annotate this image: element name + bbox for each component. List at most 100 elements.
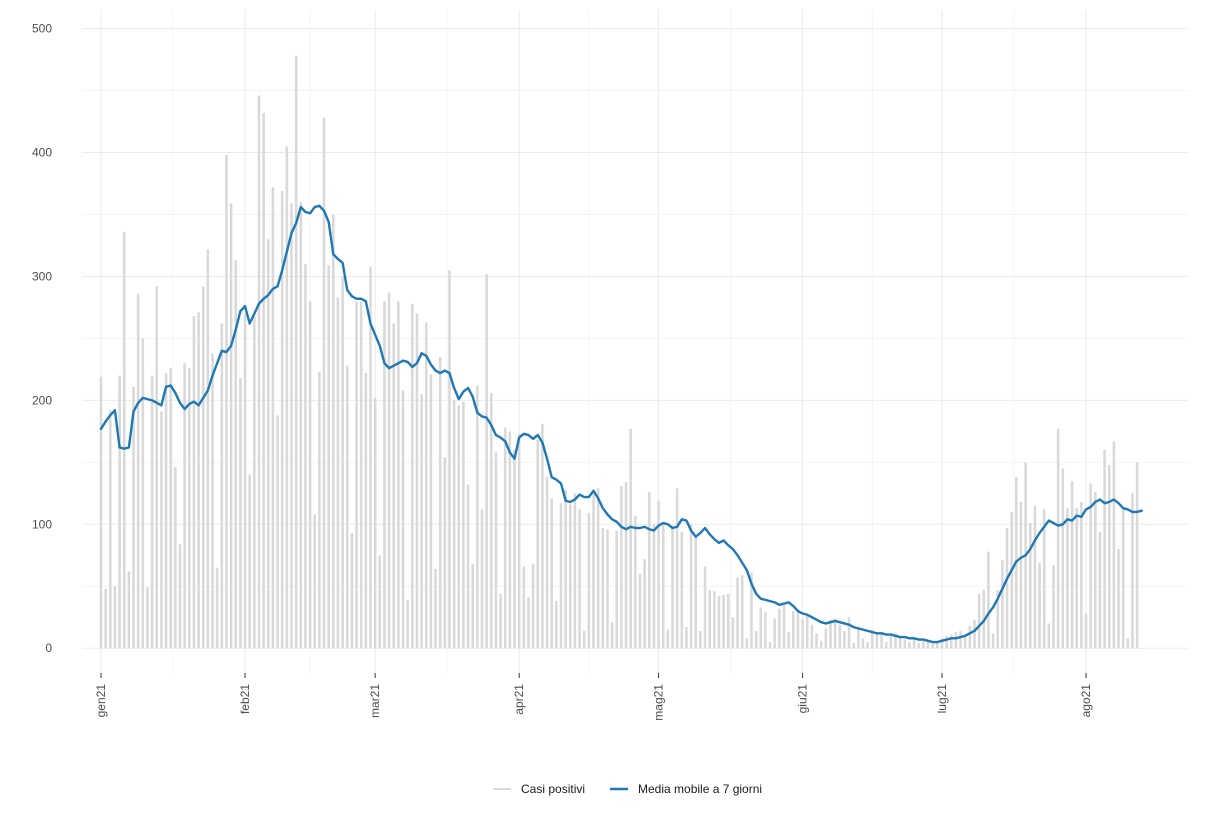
bar-casi-positivi <box>606 529 609 649</box>
bar-casi-positivi <box>629 428 632 649</box>
bar-casi-positivi <box>624 482 628 649</box>
bar-casi-positivi <box>722 594 725 649</box>
bar-casi-positivi <box>146 587 149 649</box>
x-axis: gen21 feb21 mar21 apr21 mag21 giu21 lug21 ago21 <box>94 673 1093 721</box>
bar-casi-positivi <box>601 528 605 649</box>
bar-casi-positivi <box>536 440 540 649</box>
bar-casi-positivi <box>1019 501 1023 649</box>
bar-casi-positivi <box>1121 509 1125 649</box>
bar-casi-positivi <box>174 467 177 649</box>
bar-casi-positivi <box>448 270 451 649</box>
bar-casi-positivi <box>555 601 558 649</box>
bar-casi-positivi <box>1131 493 1134 649</box>
y-tick-label: 500 <box>32 22 52 36</box>
bar-casi-positivi <box>355 301 358 649</box>
bar-casi-positivi <box>638 573 642 649</box>
bar-casi-positivi <box>796 609 800 649</box>
bar-casi-positivi <box>327 265 330 649</box>
bar-casi-positivi <box>685 627 688 649</box>
bar-casi-positivi <box>968 625 972 649</box>
bar-casi-positivi <box>861 638 865 649</box>
bar-casi-positivi <box>527 597 530 649</box>
bar-casi-positivi <box>201 286 205 649</box>
bar-casi-positivi <box>99 376 103 649</box>
bar-casi-positivi <box>531 563 535 649</box>
x-tick-label: lug21 <box>935 684 949 714</box>
bar-casi-positivi <box>494 452 498 649</box>
bar-casi-positivi <box>438 356 442 649</box>
bar-casi-positivi <box>680 531 684 649</box>
bar-casi-positivi <box>1028 523 1032 649</box>
bar-casi-positivi <box>420 394 423 649</box>
bar-casi-positivi <box>871 629 874 649</box>
bar-casi-positivi <box>262 112 265 649</box>
bar-casi-positivi <box>573 493 577 649</box>
bar-casi-positivi <box>954 632 958 649</box>
bar-casi-positivi <box>926 640 930 649</box>
bar-casi-positivi <box>647 492 651 649</box>
bar-casi-positivi <box>276 415 279 649</box>
bar-casi-positivi <box>299 202 303 649</box>
bar-casi-positivi <box>754 630 758 649</box>
bar-casi-positivi <box>1089 483 1092 649</box>
bar-casi-positivi <box>141 338 145 649</box>
bar-casi-positivi <box>271 187 275 649</box>
bar-casi-positivi <box>931 643 934 649</box>
bar-casi-positivi <box>912 637 916 649</box>
bar-casi-positivi <box>829 619 832 649</box>
bar-casi-positivi <box>392 323 395 649</box>
bar-casi-positivi <box>1126 638 1130 649</box>
bar-casi-positivi <box>908 642 911 649</box>
bar-casi-positivi <box>220 323 224 649</box>
x-tick-label: ago21 <box>1079 684 1093 718</box>
bar-casi-positivi <box>369 266 372 649</box>
bar-casi-positivi <box>411 303 414 649</box>
bar-casi-positivi <box>522 566 526 649</box>
bar-casi-positivi <box>833 618 837 649</box>
bar-casi-positivi <box>434 568 437 649</box>
bar-casi-positivi <box>1070 480 1074 649</box>
bar-casi-positivi <box>1052 565 1055 649</box>
bar-casi-positivi <box>634 515 637 649</box>
bar-casi-positivi <box>671 525 674 649</box>
bar-casi-positivi <box>253 316 256 649</box>
bar-casi-positivi <box>387 292 391 649</box>
bar-casi-positivi <box>452 400 456 649</box>
bar-casi-positivi <box>801 619 804 649</box>
bar-casi-positivi <box>694 536 698 649</box>
x-tick-label: feb21 <box>238 684 252 714</box>
bar-casi-positivi <box>1056 428 1060 649</box>
bar-casi-positivi <box>945 635 948 649</box>
bar-casi-positivi <box>1084 613 1088 649</box>
bar-casi-positivi <box>1112 441 1116 649</box>
x-tick-label: mar21 <box>368 684 382 718</box>
bar-casi-positivi <box>620 485 623 649</box>
bar-casi-positivi <box>750 572 753 649</box>
bar-casi-positivi <box>248 474 251 649</box>
bar-casi-positivi <box>898 637 902 649</box>
bar-casi-positivi <box>949 634 953 649</box>
bar-casi-positivi <box>708 589 711 649</box>
bar-casi-positivi <box>1080 501 1083 649</box>
bar-casi-positivi <box>880 632 883 649</box>
bar-casi-positivi <box>745 638 749 649</box>
bar-casi-positivi <box>973 619 976 649</box>
y-tick-label: 100 <box>32 517 52 531</box>
bar-casi-positivi <box>415 313 419 649</box>
bar-casi-positivi <box>118 375 121 649</box>
bar-casi-positivi <box>582 630 586 649</box>
bar-casi-positivi <box>866 642 869 649</box>
bar-casi-positivi <box>1094 492 1097 649</box>
bar-casi-positivi <box>657 500 660 649</box>
bar-casi-positivi <box>778 608 781 649</box>
bar-casi-positivi <box>1010 511 1013 649</box>
bar-casi-positivi <box>313 514 317 649</box>
bar-casi-positivi <box>341 276 344 649</box>
bar-casi-positivi <box>383 301 386 649</box>
bar-casi-positivi <box>596 488 600 649</box>
bar-casi-positivi <box>857 627 860 649</box>
bar-casi-positivi <box>768 642 772 649</box>
bar-casi-positivi <box>466 484 470 649</box>
legend-label-media-mobile: Media mobile a 7 giorni <box>638 782 762 796</box>
